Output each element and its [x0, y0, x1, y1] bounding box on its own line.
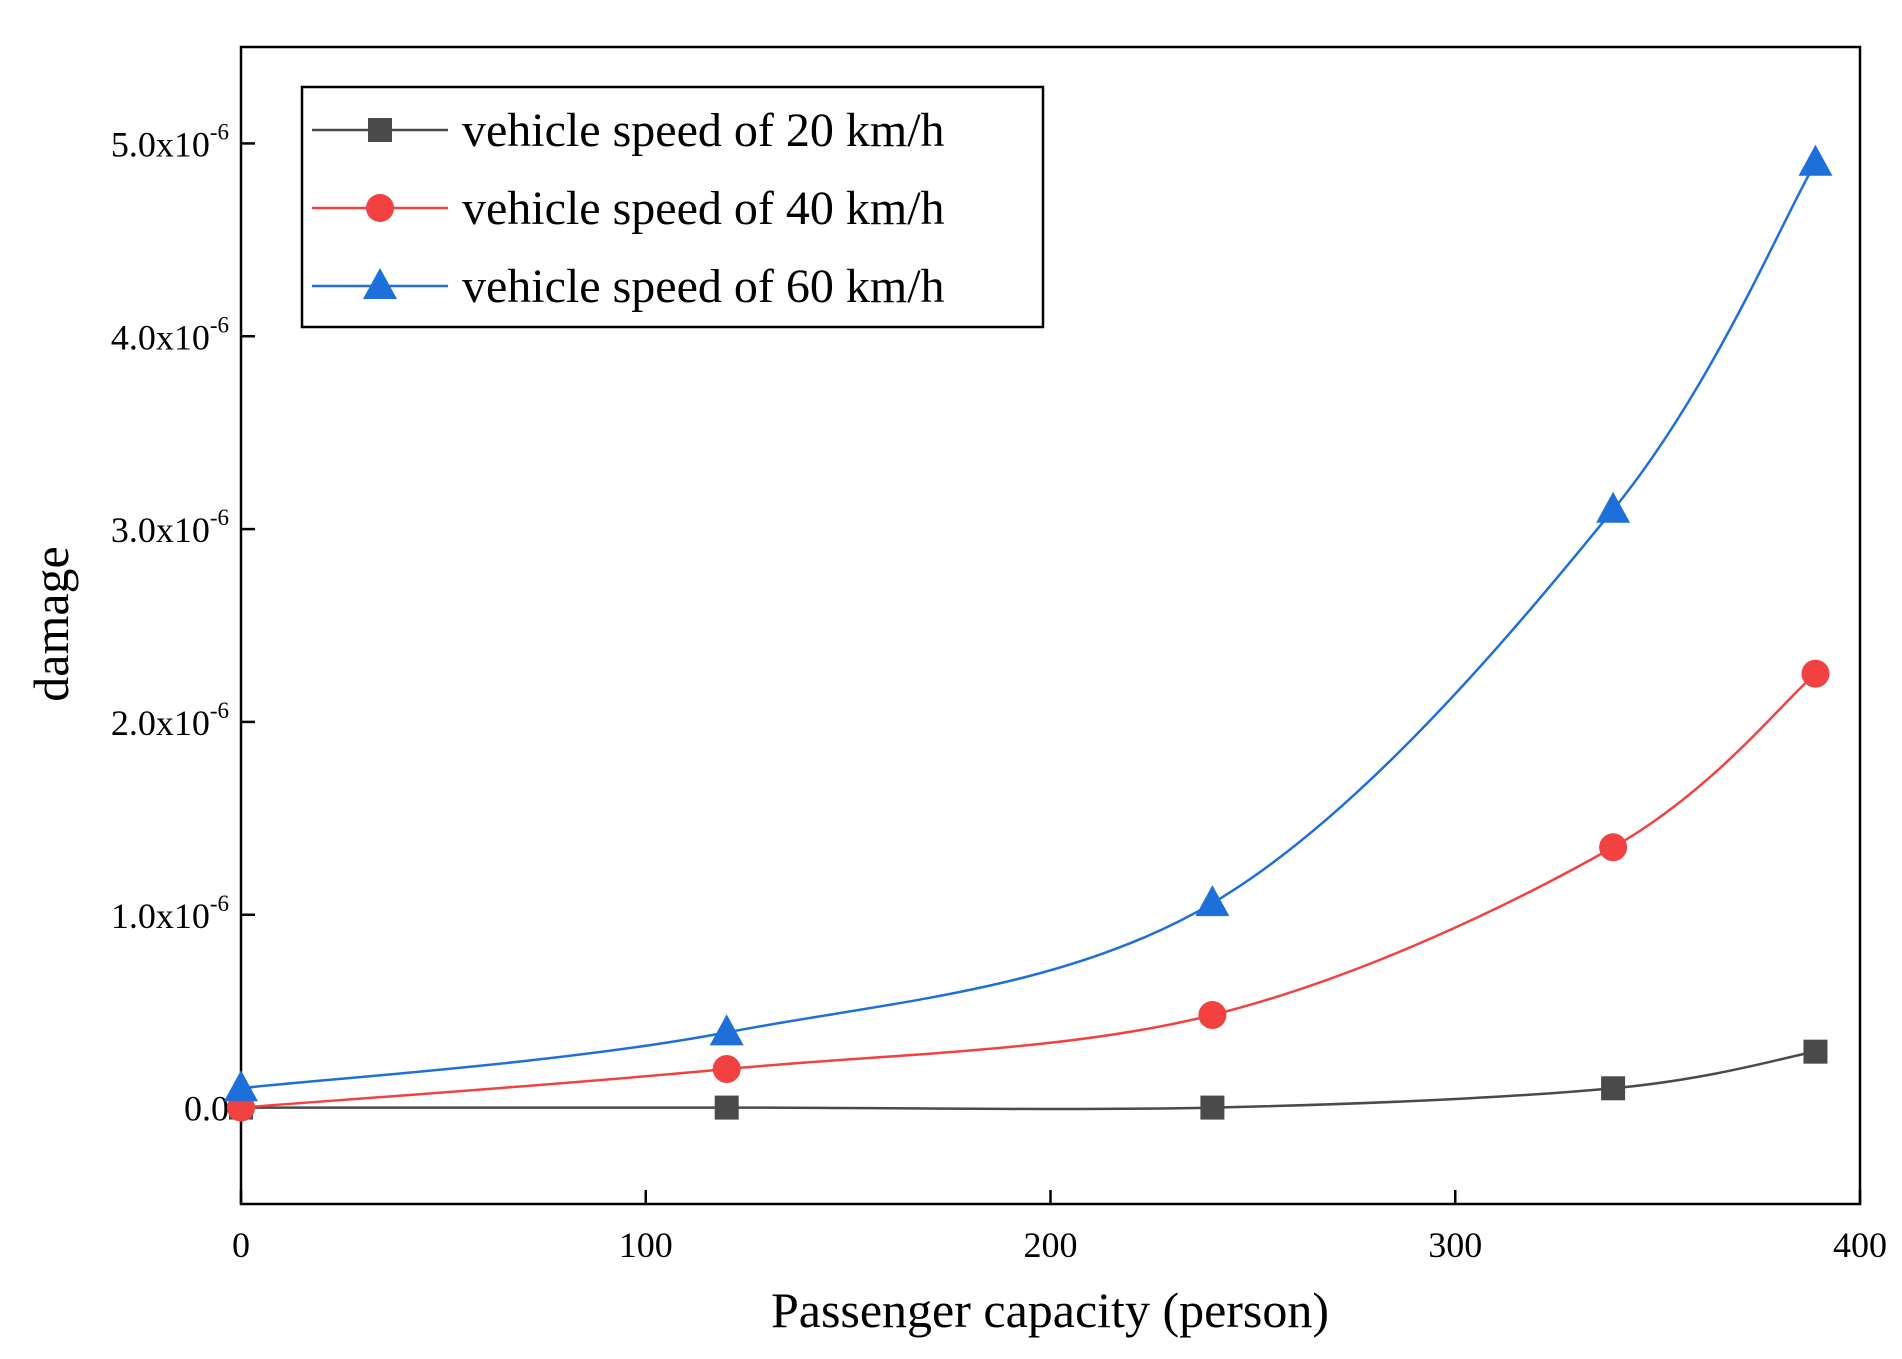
data-point-series-3: [709, 1014, 744, 1046]
y-tick-exponent: -6: [210, 698, 229, 723]
legend-marker-1: [368, 118, 392, 142]
y-tick-exponent: -6: [210, 312, 229, 337]
y-tick-label: 2.0x10-6: [111, 698, 229, 743]
legend-label-1: vehicle speed of 20 km/h: [462, 104, 945, 157]
y-tick-exponent: -6: [210, 119, 229, 144]
y-axis-title: damage: [23, 546, 79, 701]
x-tick-label: 0: [232, 1225, 250, 1265]
series-line-2: [240, 672, 1817, 1109]
data-point-series-2: [1801, 659, 1830, 688]
data-point-series-1: [1803, 1039, 1828, 1064]
data-point-series-2: [1198, 1001, 1227, 1030]
y-tick-label: 1.0x10-6: [111, 891, 229, 936]
data-point-series-2: [1599, 833, 1628, 862]
x-tick-label: 300: [1428, 1225, 1482, 1265]
legend-label-2: vehicle speed of 40 km/h: [462, 182, 945, 235]
x-tick-label: 200: [1024, 1225, 1078, 1265]
legend-label-3: vehicle speed of 60 km/h: [462, 260, 945, 313]
x-tick-label: 400: [1833, 1225, 1887, 1265]
y-tick-label: 0.0: [184, 1089, 229, 1129]
legend-marker-3: [363, 268, 397, 299]
legend-marker-2: [366, 194, 394, 222]
y-tick-label: 4.0x10-6: [111, 312, 229, 357]
x-tick-label: 100: [619, 1225, 673, 1265]
data-point-series-2: [712, 1055, 741, 1084]
data-point-series-3: [224, 1070, 258, 1102]
y-tick-exponent: -6: [210, 891, 229, 916]
y-tick-label: 5.0x10-6: [111, 119, 229, 164]
series-markers: [224, 144, 1833, 1122]
data-point-series-1: [1601, 1076, 1626, 1101]
data-point-series-1: [714, 1095, 739, 1120]
data-point-series-3: [1195, 885, 1230, 917]
data-point-series-3: [1596, 491, 1631, 523]
series-line-1: [240, 1050, 1816, 1111]
data-point-series-3: [1798, 144, 1833, 176]
y-tick-label: 3.0x10-6: [111, 505, 229, 550]
data-point-series-1: [1200, 1095, 1225, 1120]
legend: vehicle speed of 20 km/h vehicle speed of…: [300, 85, 1045, 329]
x-axis-title: Passenger capacity (person): [771, 1282, 1329, 1338]
y-tick-exponent: -6: [210, 505, 229, 530]
axis-ticks: 0 100 200 300 400 0.0 1.0x10-6 2.0x10-6 3.0x10-6…: [111, 119, 1887, 1265]
